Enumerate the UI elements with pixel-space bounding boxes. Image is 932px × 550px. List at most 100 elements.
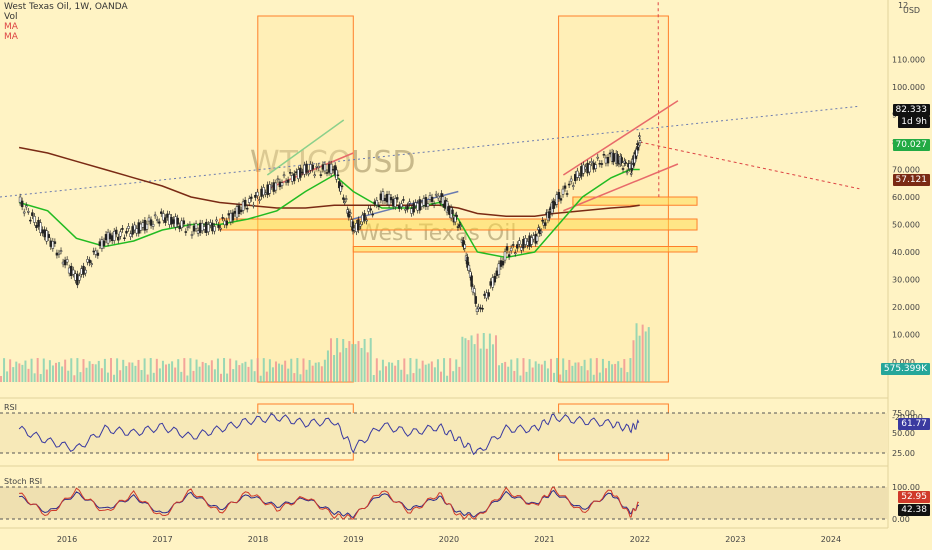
volume-bar: [473, 344, 476, 382]
volume-bar: [262, 358, 265, 382]
volume-bar: [317, 362, 320, 382]
candle-body: [321, 164, 325, 170]
volume-badge: 575.399K: [880, 363, 930, 375]
volume-bar: [250, 359, 253, 382]
candle-body: [123, 237, 126, 239]
candle-body: [186, 226, 190, 228]
volume-bar: [299, 374, 302, 382]
candle-body: [348, 212, 352, 215]
volume-bar: [461, 336, 464, 382]
volume-bar: [418, 368, 421, 382]
candle-body: [119, 231, 122, 237]
candle-body: [493, 275, 497, 283]
candle-body: [389, 197, 393, 201]
price-tick: 60.000: [892, 193, 920, 202]
candle-body: [367, 208, 370, 212]
volume-bar: [384, 366, 387, 382]
candle-body: [157, 221, 161, 224]
volume-bar: [253, 371, 256, 382]
candle-body: [274, 182, 278, 191]
candle-body: [198, 222, 202, 233]
candle-body: [483, 293, 486, 296]
volume-bar: [397, 360, 400, 382]
volume-bar: [549, 358, 552, 382]
candle-body: [155, 219, 159, 221]
candle-body: [65, 259, 69, 263]
candle-body: [584, 166, 587, 170]
candle-body: [402, 199, 405, 201]
volume-bar: [232, 369, 235, 382]
candle-body: [59, 250, 63, 252]
volume-bar: [82, 359, 85, 382]
volume-bar: [351, 344, 354, 382]
candle-body: [110, 235, 114, 242]
candle-body: [153, 214, 157, 217]
volume-bar: [366, 352, 369, 382]
volume-bar: [617, 361, 620, 382]
volume-bar: [216, 358, 219, 382]
candle-body: [53, 241, 57, 244]
candle-body: [325, 172, 329, 174]
volume-bar: [73, 375, 76, 382]
candle-body: [359, 224, 362, 227]
candle-body: [106, 231, 110, 244]
candle-body: [288, 172, 292, 174]
candle-body: [129, 233, 132, 237]
volume-bar: [48, 360, 51, 382]
volume-bar: [128, 362, 131, 382]
candle-body: [557, 192, 561, 199]
volume-bar: [195, 359, 198, 382]
candle-body: [268, 184, 271, 194]
candle-body: [458, 224, 461, 226]
candle-body: [250, 196, 253, 199]
candle-body: [398, 204, 401, 209]
volume-bar: [24, 360, 27, 382]
volume-bar: [458, 366, 461, 382]
candle-body: [479, 307, 482, 310]
candle-body: [145, 223, 149, 230]
candle-body: [385, 193, 389, 203]
candle-body: [219, 227, 222, 230]
ma-slow-badge: 57.121: [892, 174, 930, 186]
volume-bar: [15, 361, 18, 382]
volume-bar: [391, 362, 394, 382]
volume-bar: [207, 365, 210, 382]
candle-body: [355, 223, 358, 233]
candle-body: [254, 194, 257, 198]
candle-body: [231, 212, 235, 221]
volume-bar: [412, 373, 415, 382]
candle-body: [135, 228, 138, 234]
volume-bar: [571, 365, 574, 382]
volume-bar: [54, 362, 57, 382]
volume-bar: [620, 367, 623, 382]
volume-bar: [161, 360, 164, 382]
candle-body: [340, 185, 344, 188]
candle-body: [41, 229, 44, 234]
volume-bar: [611, 364, 614, 382]
time-tick: 2024: [821, 535, 841, 544]
candle-body: [602, 154, 606, 156]
candle-body: [49, 240, 53, 247]
volume-bar: [446, 375, 449, 382]
candle-body: [535, 235, 539, 242]
volume-bar: [537, 363, 540, 382]
candle-body: [608, 152, 612, 155]
price-axis-top-tick: 12: [898, 1, 908, 10]
candle-body: [188, 224, 192, 226]
candle-body: [319, 174, 323, 176]
candle-body: [592, 162, 595, 170]
volume-bar: [403, 358, 406, 382]
volume-bar: [568, 359, 571, 382]
volume-bar: [467, 340, 470, 382]
candle-body: [336, 174, 340, 177]
candle-body: [237, 205, 241, 215]
volume-bar: [91, 363, 94, 382]
volume-bar: [88, 361, 91, 382]
volume-bar: [226, 373, 229, 382]
volume-bar: [583, 359, 586, 382]
candle-body: [594, 164, 597, 169]
volume-bar: [229, 358, 232, 382]
candle-body: [57, 252, 61, 255]
candle-body: [468, 271, 472, 278]
